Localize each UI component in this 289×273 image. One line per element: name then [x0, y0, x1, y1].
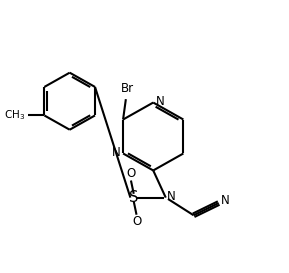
Text: Br: Br [121, 82, 134, 95]
Text: N: N [221, 194, 229, 207]
Text: O: O [126, 167, 136, 180]
Text: S: S [129, 190, 138, 205]
Text: N: N [166, 190, 175, 203]
Text: N: N [156, 95, 164, 108]
Text: O: O [132, 215, 141, 228]
Text: CH$_3$: CH$_3$ [4, 109, 25, 122]
Text: N: N [112, 146, 121, 159]
